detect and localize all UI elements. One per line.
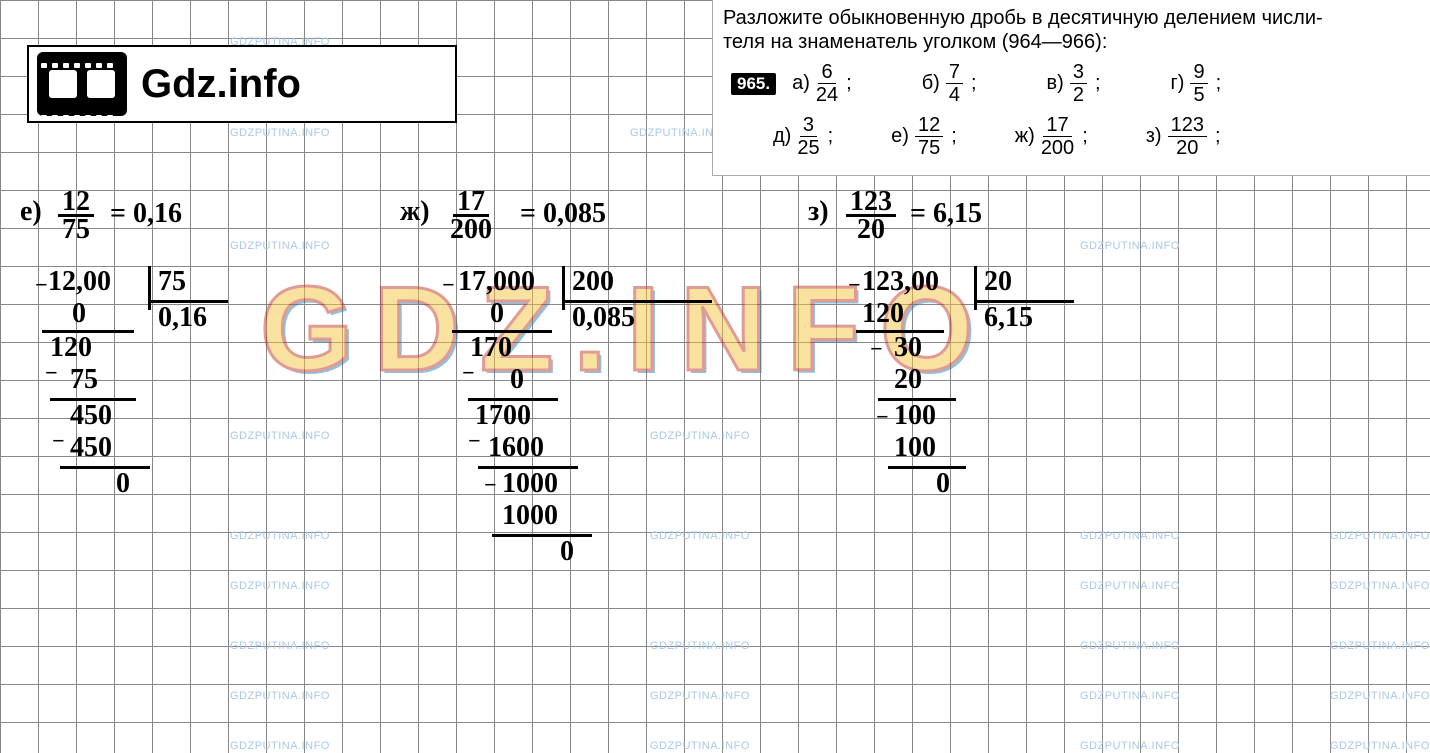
watermark-small: GDZPUTINA.INFO bbox=[1080, 640, 1180, 652]
option-b: б) 74; bbox=[922, 62, 977, 105]
watermark-small: GDZPUTINA.INFO bbox=[230, 690, 330, 702]
z-quotient: 6,15 bbox=[984, 304, 1033, 332]
film-icon bbox=[37, 52, 127, 116]
option-d: д) 325; bbox=[773, 115, 833, 158]
option-z: з) 12320; bbox=[1146, 115, 1221, 158]
watermark-small: GDZPUTINA.INFO bbox=[1080, 690, 1180, 702]
problem-line2: теля на знаменатель уголком (964—966): bbox=[723, 30, 1420, 54]
e-step1: 120 bbox=[50, 334, 92, 362]
e-step3: 450 bbox=[70, 402, 112, 430]
watermark-small: GDZPUTINA.INFO bbox=[230, 580, 330, 592]
e-quotient: 0,16 bbox=[158, 304, 207, 332]
solution-e-label: е) bbox=[20, 198, 42, 226]
zh-step6: 1000 bbox=[502, 502, 558, 530]
watermark-small: GDZPUTINA.INFO bbox=[230, 430, 330, 442]
solution-zh-label: ж) bbox=[400, 198, 430, 226]
watermark-small: GDZPUTINA.INFO bbox=[1080, 530, 1180, 542]
e-step5: 0 bbox=[116, 470, 130, 498]
z-step3: 100 bbox=[894, 402, 936, 430]
solution-z-frac: 12320 bbox=[846, 188, 896, 242]
solution-e-frac: 1275 bbox=[58, 188, 94, 242]
zh-step4: 1600 bbox=[488, 434, 544, 462]
option-zh: ж) 17200; bbox=[1015, 115, 1088, 158]
zh-step7: 0 bbox=[560, 538, 574, 566]
zh-step0: 0 bbox=[490, 300, 504, 328]
minus-sign: − bbox=[870, 336, 883, 362]
zh-div-vline bbox=[562, 266, 565, 310]
e-step2: 75 bbox=[70, 366, 98, 394]
watermark-small: GDZPUTINA.INFO bbox=[650, 430, 750, 442]
watermark-small: GDZPUTINA.INFO bbox=[230, 530, 330, 542]
minus-sign: − bbox=[876, 404, 889, 430]
minus-sign: − bbox=[45, 360, 58, 386]
watermark-small: GDZPUTINA.INFO bbox=[230, 127, 330, 139]
solution-zh-eq: = 0,085 bbox=[520, 200, 606, 228]
watermark-small: GDZPUTINA.INFO bbox=[1080, 240, 1180, 252]
watermark-small: GDZPUTINA.INFO bbox=[230, 740, 330, 752]
watermark-small: GDZPUTINA.INFO bbox=[1330, 690, 1430, 702]
minus-sign: − bbox=[442, 272, 455, 298]
watermark-small: GDZPUTINA.INFO bbox=[1330, 580, 1430, 592]
zh-step2: 0 bbox=[510, 366, 524, 394]
z-dividend: 123,00 bbox=[862, 268, 939, 296]
option-a: а) 624; bbox=[792, 62, 852, 105]
z-div-vline bbox=[974, 266, 977, 310]
watermark-small: GDZPUTINA.INFO bbox=[650, 640, 750, 652]
zh-line3 bbox=[492, 534, 592, 537]
minus-sign: − bbox=[468, 428, 481, 454]
z-line2 bbox=[888, 466, 966, 469]
e-step0: 0 bbox=[72, 300, 86, 328]
zh-divisor: 200 bbox=[572, 268, 614, 296]
watermark-small: GDZPUTINA.INFO bbox=[230, 640, 330, 652]
zh-step5: 1000 bbox=[502, 470, 558, 498]
watermark-small: GDZPUTINA.INFO bbox=[650, 530, 750, 542]
minus-sign: − bbox=[52, 428, 65, 454]
option-e: е) 1275; bbox=[891, 115, 957, 158]
watermark-small: GDZPUTINA.INFO bbox=[1080, 740, 1180, 752]
watermark-small: GDZPUTINA.INFO bbox=[230, 240, 330, 252]
watermark-small: GDZPUTINA.INFO bbox=[650, 740, 750, 752]
e-dividend: 12,00 bbox=[48, 268, 111, 296]
e-step4: 450 bbox=[70, 434, 112, 462]
logo-text: Gdz.info bbox=[141, 62, 301, 107]
zh-dividend: 17,000 bbox=[458, 268, 535, 296]
e-divisor: 75 bbox=[158, 268, 186, 296]
zh-quotient: 0,085 bbox=[572, 304, 635, 332]
z-divisor: 20 bbox=[984, 268, 1012, 296]
problem-options-row2: д) 325; е) 1275; ж) 17200; з) 12320; bbox=[723, 115, 1420, 158]
minus-sign: − bbox=[462, 360, 475, 386]
zh-step1: 170 bbox=[470, 334, 512, 362]
z-step2: 20 bbox=[894, 366, 922, 394]
minus-sign: − bbox=[35, 272, 48, 298]
watermark-small: GDZPUTINA.INFO bbox=[650, 690, 750, 702]
problem-options-row1: 965. а) 624; б) 74; в) 32; г) 95; bbox=[723, 62, 1420, 105]
e-line2 bbox=[60, 466, 150, 469]
problem-number-badge: 965. bbox=[731, 73, 776, 95]
watermark-small: GDZPUTINA.INFO bbox=[1330, 740, 1430, 752]
problem-statement: Разложите обыкновенную дробь в десятичну… bbox=[712, 0, 1430, 176]
z-step0: 120 bbox=[862, 300, 904, 328]
solution-z-eq: = 6,15 bbox=[910, 200, 982, 228]
solution-e-eq: = 0,16 bbox=[110, 200, 182, 228]
watermark-small: GDZPUTINA.INFO bbox=[1080, 580, 1180, 592]
problem-line1: Разложите обыкновенную дробь в десятичну… bbox=[723, 6, 1420, 30]
option-g: г) 95; bbox=[1171, 62, 1222, 105]
watermark-small: GDZPUTINA.INFO bbox=[1330, 530, 1430, 542]
z-step5: 0 bbox=[936, 470, 950, 498]
minus-sign: − bbox=[848, 272, 861, 298]
solution-zh-frac: 17200 bbox=[450, 188, 492, 242]
zh-step3: 1700 bbox=[475, 402, 531, 430]
solution-z-label: з) bbox=[808, 198, 829, 226]
e-div-vline bbox=[148, 266, 151, 310]
minus-sign: − bbox=[484, 472, 497, 498]
z-step1: 30 bbox=[894, 334, 922, 362]
z-step4: 100 bbox=[894, 434, 936, 462]
site-logo-box: Gdz.info bbox=[27, 45, 457, 123]
option-v: в) 32; bbox=[1047, 62, 1101, 105]
watermark-small: GDZPUTINA.INFO bbox=[1330, 640, 1430, 652]
